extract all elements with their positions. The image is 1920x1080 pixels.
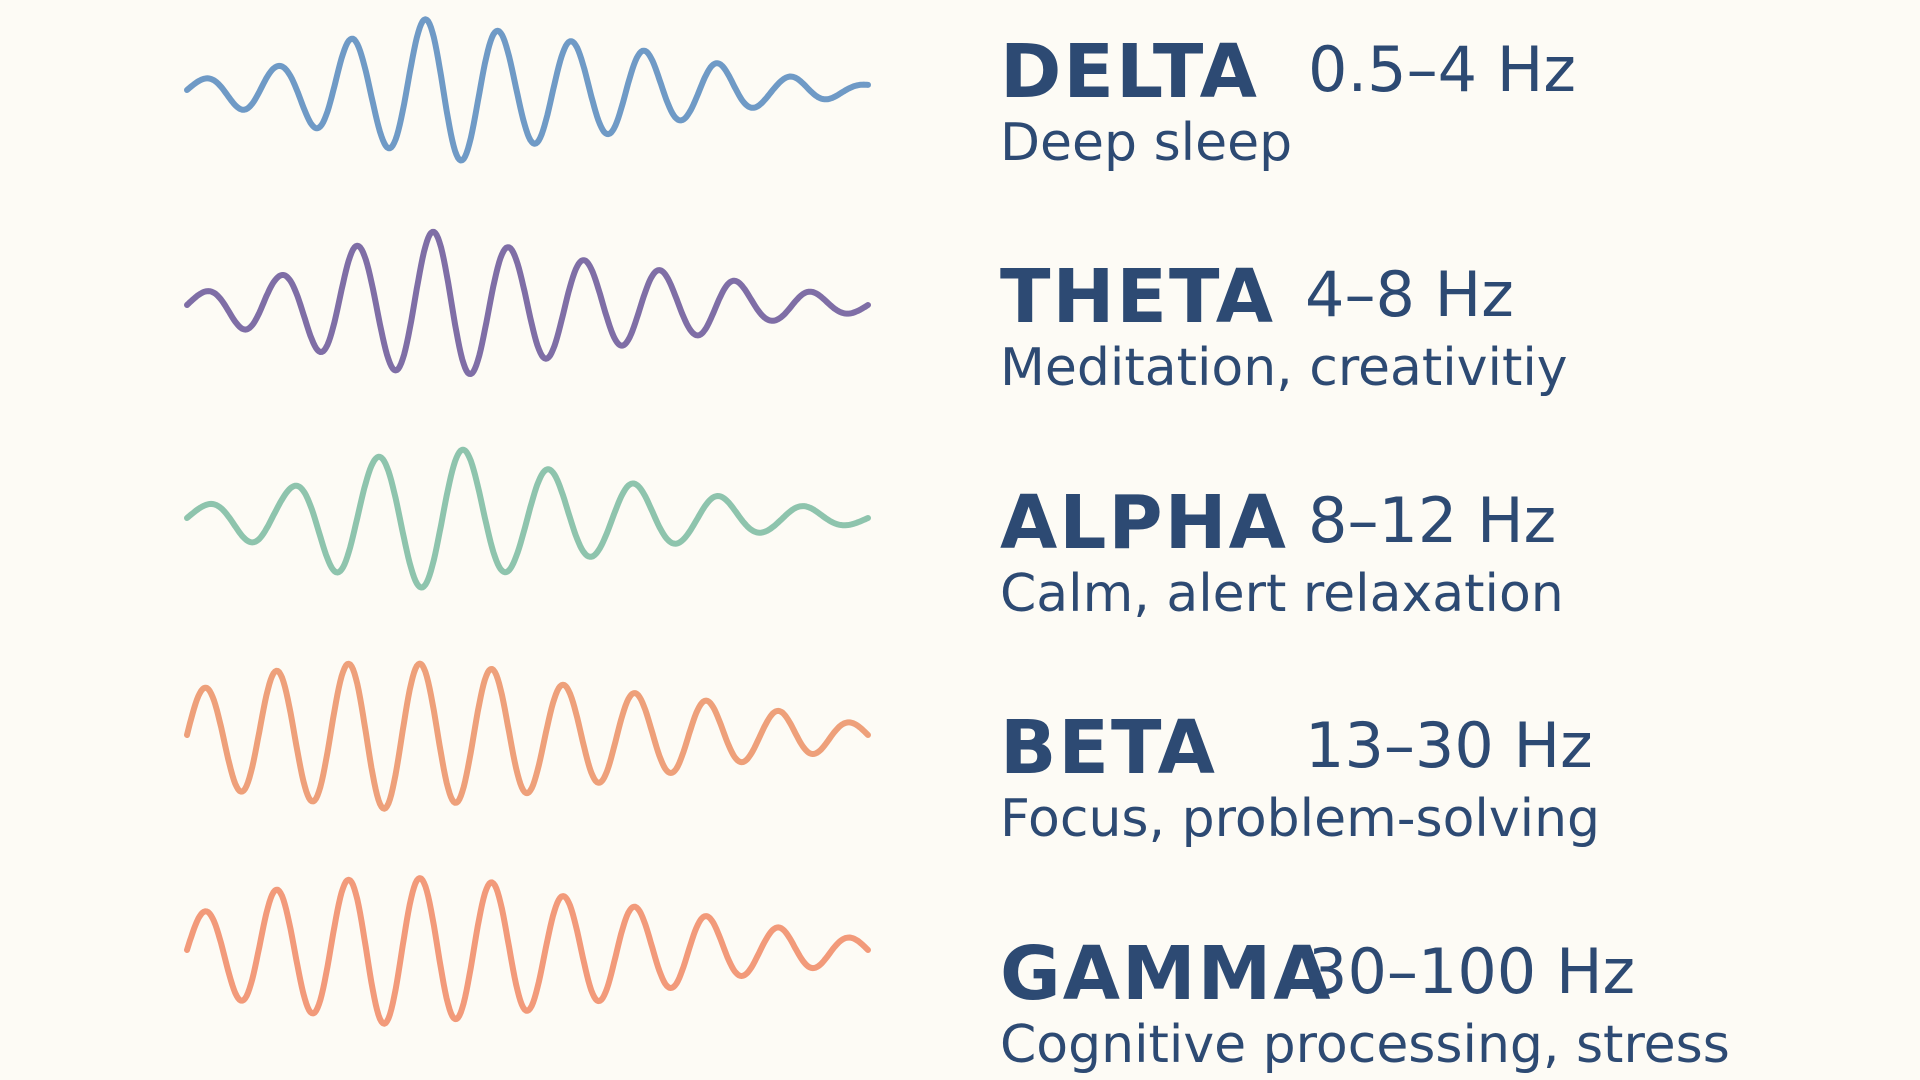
band-description: Meditation, creativitiy bbox=[1000, 338, 1568, 398]
band-frequency-range: 0.5–4 Hz bbox=[1308, 33, 1576, 106]
band-name: ALPHA bbox=[1000, 480, 1288, 566]
band-frequency-range: 30–100 Hz bbox=[1308, 935, 1636, 1008]
band-frequency-range: 8–12 Hz bbox=[1308, 484, 1557, 557]
theta-wave bbox=[184, 228, 871, 377]
band-name: BETA bbox=[1000, 705, 1217, 791]
band-name: DELTA bbox=[1000, 29, 1259, 115]
band-description: Focus, problem-solving bbox=[1000, 789, 1601, 849]
band-description: Cognitive processing, stress bbox=[1000, 1015, 1730, 1075]
gamma-wave bbox=[184, 875, 871, 1027]
band-name: GAMMA bbox=[1000, 931, 1333, 1017]
band-frequency-range: 4–8 Hz bbox=[1305, 258, 1514, 331]
band-description: Calm, alert relaxation bbox=[1000, 564, 1564, 624]
band-name: THETA bbox=[1000, 254, 1275, 340]
band-description: Deep sleep bbox=[1000, 113, 1293, 173]
delta-wave bbox=[184, 16, 871, 164]
beta-wave bbox=[184, 660, 871, 812]
band-frequency-range: 13–30 Hz bbox=[1305, 709, 1593, 782]
alpha-wave bbox=[184, 446, 871, 591]
